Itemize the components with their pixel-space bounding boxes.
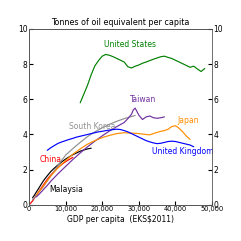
Text: Malaysia: Malaysia — [49, 185, 83, 194]
Text: United Kingdom: United Kingdom — [152, 147, 213, 156]
Text: China: China — [39, 155, 61, 165]
Text: South Korea: South Korea — [69, 122, 116, 131]
Text: Taiwan: Taiwan — [130, 95, 156, 104]
Text: Japan: Japan — [177, 116, 199, 125]
Text: United States: United States — [104, 40, 156, 49]
X-axis label: GDP per capita  (EKS$2011): GDP per capita (EKS$2011) — [67, 215, 174, 224]
Title: Tonnes of oil equivalent per capita: Tonnes of oil equivalent per capita — [51, 18, 190, 27]
